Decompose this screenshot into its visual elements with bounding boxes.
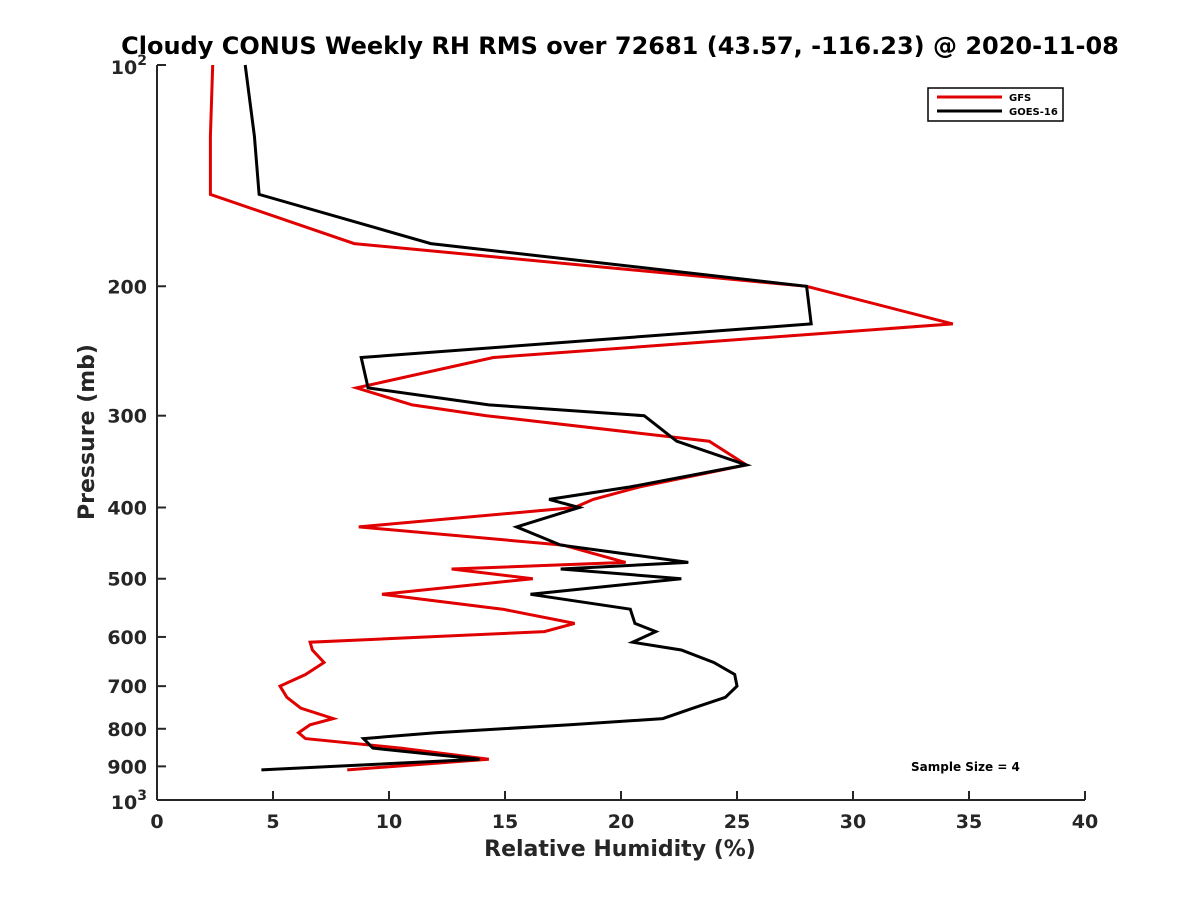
x-tick-label: 40 bbox=[1072, 811, 1098, 833]
y-tick-label: 300 bbox=[107, 406, 147, 428]
legend-label-goes16: GOES-16 bbox=[1009, 107, 1058, 118]
x-tick-label: 35 bbox=[956, 811, 982, 833]
x-tick-label: 25 bbox=[724, 811, 750, 833]
x-tick-label: 5 bbox=[266, 811, 279, 833]
y-tick-label: 102 bbox=[111, 53, 147, 79]
legend-box bbox=[927, 87, 1064, 122]
legend-label-gfs: GFS bbox=[1009, 93, 1031, 104]
x-tick-label: 10 bbox=[376, 811, 402, 833]
x-ticks: 0 5 10 15 20 25 30 35 40 bbox=[150, 791, 1098, 833]
x-axis-label: Relative Humidity (%) bbox=[484, 837, 756, 862]
series-line-goes16 bbox=[243, 64, 813, 772]
y-tick-label-base: 10 bbox=[111, 57, 137, 79]
y-tick-label-exponent: 3 bbox=[137, 788, 147, 804]
y-tick-label-base: 10 bbox=[111, 792, 137, 814]
x-tick-label: 30 bbox=[840, 811, 866, 833]
y-tick-label: 800 bbox=[107, 719, 147, 741]
y-tick-label-exponent: 2 bbox=[137, 53, 147, 69]
y-tick-label: 500 bbox=[107, 569, 147, 591]
series-layer bbox=[208, 64, 954, 772]
y-tick-label: 200 bbox=[107, 276, 147, 298]
y-tick-label: 600 bbox=[107, 627, 147, 649]
y-tick-label: 103 bbox=[111, 788, 147, 814]
y-tick-label: 400 bbox=[107, 498, 147, 520]
series-line-gfs bbox=[208, 64, 954, 772]
x-tick-label: 0 bbox=[150, 811, 163, 833]
x-tick-label: 20 bbox=[608, 811, 634, 833]
y-tick-label: 700 bbox=[107, 676, 147, 698]
chart-title: Cloudy CONUS Weekly RH RMS over 72681 (4… bbox=[121, 32, 1119, 60]
y-axis-label: Pressure (mb) bbox=[75, 344, 100, 520]
y-tick-label: 900 bbox=[107, 756, 147, 778]
sample-size-annotation: Sample Size = 4 bbox=[911, 760, 1020, 774]
legend: GFS GOES-16 bbox=[927, 87, 1064, 122]
x-tick-label: 15 bbox=[492, 811, 518, 833]
